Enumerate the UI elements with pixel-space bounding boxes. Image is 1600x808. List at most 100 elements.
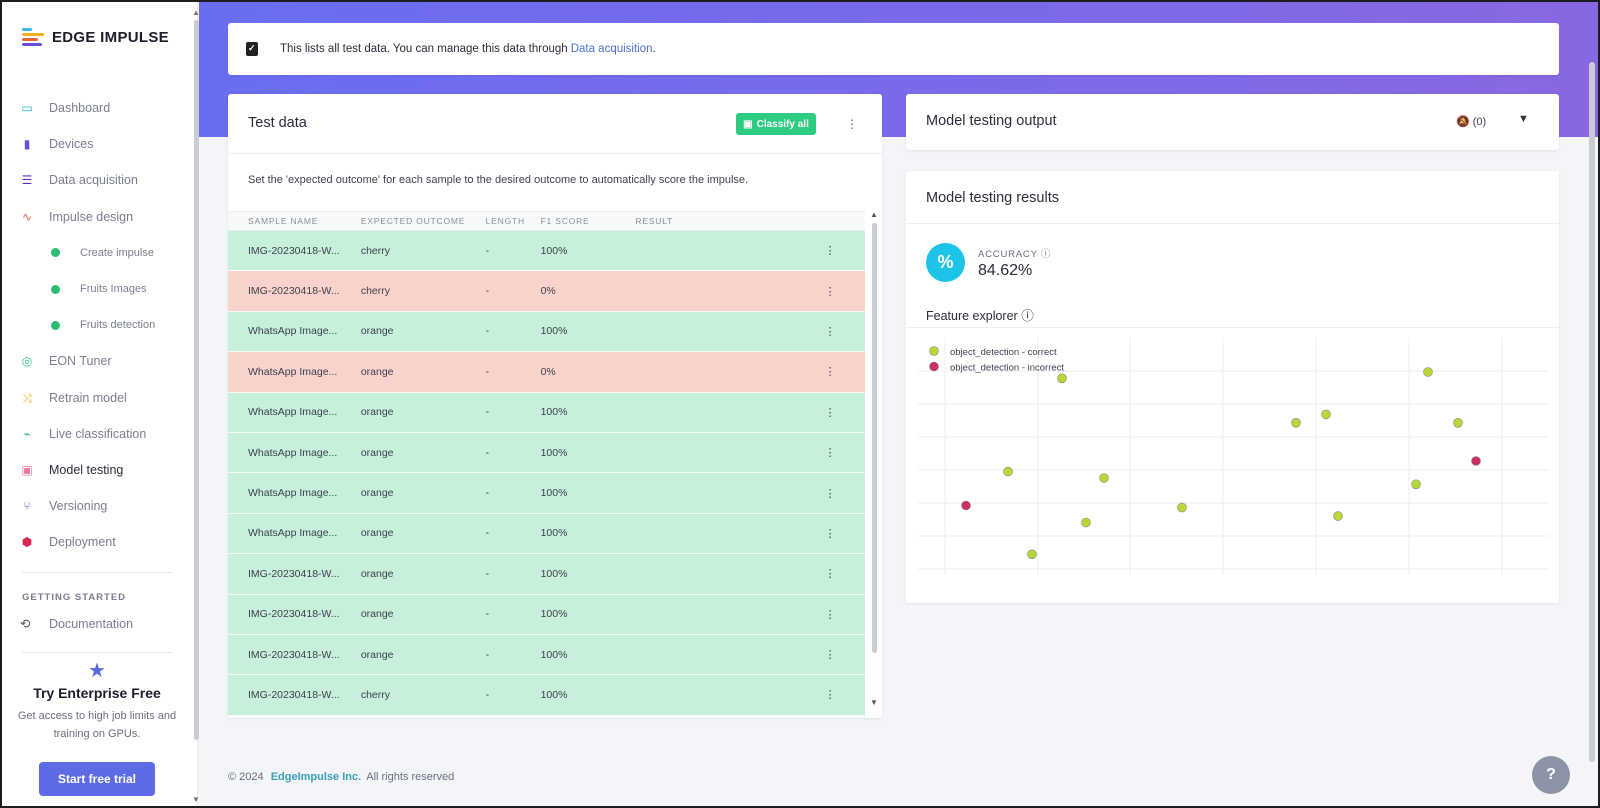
company-link[interactable]: EdgeImpulse Inc. — [270, 771, 362, 783]
scrollbar-thumb[interactable] — [1589, 62, 1595, 762]
scatter-point[interactable] — [1423, 367, 1433, 377]
enterprise-promo: ★ Try Enterprise Free Get access to high… — [2, 658, 192, 743]
scrollbar-thumb[interactable] — [194, 20, 199, 740]
table-row[interactable]: IMG-20230418-W... orange - 100% ⋮ — [228, 634, 865, 676]
scatter-point[interactable] — [1411, 479, 1421, 490]
scatter-point[interactable] — [1321, 409, 1331, 420]
sidebar-item-devices[interactable]: ▮ Devices — [2, 126, 192, 162]
table-row[interactable]: IMG-20230418-W... cherry - 0% ⋮ — [228, 271, 865, 312]
sidebar-item-data-acquisition[interactable]: ☰ Data acquisition — [2, 162, 192, 198]
scatter-point[interactable] — [1003, 466, 1013, 477]
table-row[interactable]: IMG-20230418-W... orange - 100% ⋮ — [228, 554, 865, 595]
sidebar-item-create-impulse[interactable]: Create impulse — [2, 235, 192, 271]
sample-name: IMG-20230418-W... — [248, 648, 340, 661]
row-menu-icon[interactable]: ⋮ — [824, 366, 836, 379]
scatter-point[interactable] — [1177, 502, 1187, 513]
length: - — [485, 527, 490, 540]
row-menu-icon[interactable]: ⋮ — [824, 527, 836, 540]
row-menu-icon[interactable]: ⋮ — [824, 487, 836, 500]
data-acquisition-link[interactable]: Data acquisition — [570, 43, 653, 55]
column-header[interactable]: EXPECTED OUTCOME — [360, 216, 466, 226]
row-menu-icon[interactable]: ⋮ — [824, 608, 836, 621]
scatter-point[interactable] — [1057, 373, 1067, 384]
sidebar-item-eon-tuner[interactable]: ◎ EON Tuner — [2, 343, 192, 379]
table-row[interactable]: WhatsApp Image... orange - 100% ⋮ — [228, 311, 865, 353]
legend-item[interactable]: object_detection - correct — [929, 346, 1058, 359]
table-row[interactable]: WhatsApp Image... orange - 100% ⋮ — [228, 473, 865, 514]
scatter-point[interactable] — [1081, 517, 1091, 528]
test-data-card: Test data ▣ Classify all ⋮ Set the 'expe… — [228, 94, 882, 718]
column-header[interactable]: F1 SCORE — [540, 216, 590, 226]
table-row[interactable]: IMG-20230418-W... orange - 100% ⋮ — [228, 594, 865, 635]
more-options-icon[interactable]: ⋮ — [846, 117, 858, 131]
notifications-toggle[interactable]: 🔕 (0) — [1456, 115, 1486, 128]
legend-item[interactable]: object_detection - incorrect — [929, 361, 1065, 374]
scatter-point[interactable] — [961, 500, 971, 511]
expected-outcome: orange — [360, 365, 394, 378]
scroll-down-icon[interactable]: ▼ — [192, 795, 200, 804]
help-circle-icon[interactable]: ⓘ — [1021, 309, 1034, 323]
scatter-point[interactable] — [1471, 456, 1481, 466]
sidebar-scrollbar[interactable]: ▲ ▼ — [192, 8, 200, 804]
status-dot-icon — [51, 284, 60, 294]
model-testing-output-card: Model testing output 🔕 (0) ▼ — [906, 94, 1559, 150]
question-icon: ? — [1546, 766, 1556, 783]
sidebar-item-deployment[interactable]: ⬢ Deployment — [2, 524, 192, 560]
table-row[interactable]: WhatsApp Image... orange - 100% ⋮ — [228, 513, 865, 555]
length: - — [485, 608, 490, 621]
feature-explorer-label: Feature explorer ⓘ — [926, 305, 1034, 324]
sidebar-item-live-classification[interactable]: ⌁ Live classification — [2, 416, 192, 452]
scatter-point[interactable] — [1291, 418, 1301, 428]
row-menu-icon[interactable]: ⋮ — [824, 689, 836, 702]
row-menu-icon[interactable]: ⋮ — [824, 447, 836, 460]
scroll-up-icon[interactable]: ▲ — [870, 210, 878, 219]
scatter-point[interactable] — [1027, 549, 1037, 560]
scatter-point[interactable] — [1453, 418, 1463, 428]
expected-outcome: orange — [360, 608, 394, 621]
sidebar-item-retrain-model[interactable]: ⤨ Retrain model — [2, 380, 192, 416]
test-data-table: SAMPLE NAME EXPECTED OUTCOME LENGTH F1 S… — [228, 211, 865, 716]
sample-name: IMG-20230418-W... — [248, 244, 340, 257]
column-header[interactable]: LENGTH — [485, 216, 525, 226]
row-menu-icon[interactable]: ⋮ — [824, 285, 836, 298]
sidebar-item-label: Versioning — [49, 499, 108, 514]
table-row[interactable]: IMG-20230418-W... cherry - 100% ⋮ — [228, 675, 865, 716]
row-menu-icon[interactable]: ⋮ — [824, 245, 836, 258]
table-scrollbar[interactable]: ▲ ▼ — [869, 211, 879, 711]
start-free-trial-button[interactable]: Start free trial — [39, 762, 155, 796]
row-menu-icon[interactable]: ⋮ — [824, 568, 836, 581]
sidebar-item-model-testing[interactable]: ▣ Model testing — [0, 452, 192, 488]
sidebar-item-label: Dashboard — [49, 101, 111, 116]
docs-icon: ⟲ — [20, 617, 31, 631]
sidebar-item-impulse-design[interactable]: ∿ Impulse design — [2, 199, 192, 235]
sidebar-item-label: Impulse design — [49, 209, 134, 224]
expand-caret-icon[interactable]: ▼ — [1518, 113, 1529, 125]
scatter-point[interactable] — [1333, 511, 1343, 521]
table-row[interactable]: WhatsApp Image... orange - 100% ⋮ — [228, 432, 865, 474]
help-button[interactable]: ? — [1532, 756, 1570, 794]
accuracy-label: ACCURACY ⓘ — [978, 246, 1051, 260]
help-circle-icon[interactable]: ⓘ — [1041, 249, 1052, 260]
sidebar-item-fruits-detection[interactable]: Fruits detection — [2, 307, 192, 343]
scroll-down-icon[interactable]: ▼ — [870, 698, 878, 707]
column-header[interactable]: SAMPLE NAME — [248, 216, 319, 226]
feature-explorer-scatter[interactable]: object_detection - correct object_detecti… — [918, 337, 1554, 583]
scrollbar-thumb[interactable] — [872, 223, 877, 653]
row-menu-icon[interactable]: ⋮ — [824, 325, 836, 338]
scatter-point[interactable] — [1099, 473, 1109, 483]
scroll-up-icon[interactable]: ▲ — [192, 8, 200, 17]
main-scrollbar[interactable] — [1586, 2, 1598, 806]
sidebar-item-documentation[interactable]: ⟲ Documentation — [20, 616, 133, 632]
row-menu-icon[interactable]: ⋮ — [824, 406, 836, 419]
sidebar-item-fruits-images[interactable]: Fruits Images — [2, 271, 192, 307]
sidebar-item-dashboard[interactable]: ▭ Dashboard — [2, 90, 192, 126]
table-row[interactable]: WhatsApp Image... orange - 100% ⋮ — [228, 392, 865, 433]
length: - — [485, 244, 490, 257]
table-row[interactable]: WhatsApp Image... orange - 0% ⋮ — [228, 352, 865, 393]
table-row[interactable]: IMG-20230418-W... cherry - 100% ⋮ — [228, 231, 865, 272]
row-menu-icon[interactable]: ⋮ — [824, 649, 836, 662]
logo[interactable]: EDGE IMPULSE — [22, 28, 169, 46]
classify-all-button[interactable]: ▣ Classify all — [736, 113, 816, 135]
column-header[interactable]: RESULT — [635, 216, 674, 226]
sidebar-item-versioning[interactable]: ⑂ Versioning — [2, 488, 192, 524]
